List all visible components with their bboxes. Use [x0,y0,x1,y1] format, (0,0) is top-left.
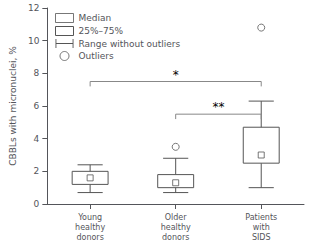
svg-text:**: ** [212,100,224,114]
svg-text:12: 12 [28,3,39,13]
svg-text:Range without outliers: Range without outliers [79,39,181,49]
svg-text:donors: donors [76,233,103,242]
svg-text:4: 4 [34,134,40,144]
svg-text:donors: donors [162,233,189,242]
svg-text:6: 6 [34,101,40,111]
svg-text:with: with [253,223,270,232]
svg-text:Outliers: Outliers [79,51,115,61]
svg-text:healthy: healthy [161,223,191,232]
svg-text:*: * [173,68,179,82]
svg-text:CBBLs with micronuclei, %: CBBLs with micronuclei, % [8,46,18,166]
svg-text:25%–75%: 25%–75% [79,26,124,36]
svg-text:Patients: Patients [245,213,277,222]
svg-text:SIDS: SIDS [252,233,271,242]
svg-text:healthy: healthy [75,223,105,232]
svg-text:10: 10 [28,36,40,46]
svg-text:8: 8 [34,68,40,78]
svg-text:0: 0 [34,199,40,209]
svg-text:2: 2 [34,166,40,176]
svg-text:Median: Median [79,13,112,23]
svg-text:Young: Young [77,213,102,222]
svg-text:Older: Older [165,213,188,222]
